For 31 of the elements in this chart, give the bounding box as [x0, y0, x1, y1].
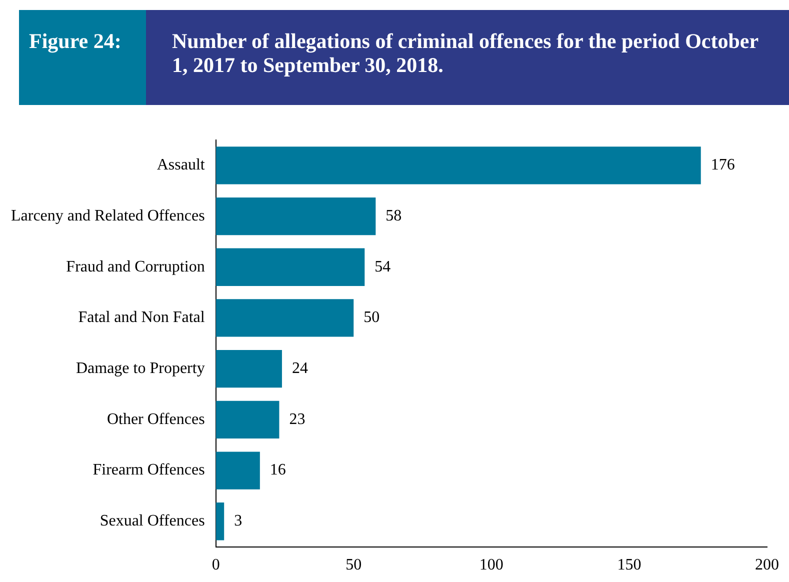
- y-tick-label: Firearm Offences: [92, 462, 205, 479]
- data-label: 50: [364, 309, 380, 326]
- data-label: 54: [374, 258, 391, 276]
- data-label: 58: [386, 207, 402, 224]
- bar: [216, 452, 260, 490]
- bar: [216, 197, 376, 236]
- data-label: 176: [710, 156, 735, 174]
- bar: [216, 350, 282, 388]
- chart-title: Number of allegations of criminal offences for the period October 1, 2017 to September 30, 2018.: [146, 10, 789, 105]
- y-tick-label: Fatal and Non Fatal: [78, 309, 206, 326]
- y-tick-label: Larceny and Related Offences: [11, 207, 205, 224]
- y-tick-label: Other Offences: [106, 410, 205, 428]
- bar: [216, 502, 224, 540]
- data-label: 23: [289, 410, 306, 428]
- y-tick-label: Sexual Offences: [100, 512, 205, 530]
- y-tick-label: Damage to Property: [76, 360, 205, 378]
- data-label: 24: [292, 360, 308, 378]
- y-tick-label: Fraud and Corruption: [66, 258, 205, 276]
- data-label: 3: [234, 512, 242, 530]
- y-tick-label: Assault: [156, 156, 206, 174]
- x-tick-label: 200: [755, 556, 779, 574]
- bar: [216, 299, 354, 337]
- x-tick-label: 150: [617, 556, 642, 574]
- x-tick-label: 0: [212, 556, 220, 574]
- bar: [216, 248, 365, 286]
- caption: Figure 24:: [19, 10, 146, 105]
- bar: [216, 400, 280, 438]
- x-tick-label: 100: [479, 556, 504, 574]
- bar: [216, 146, 701, 184]
- x-tick-label: 50: [346, 556, 362, 574]
- data-label: 16: [270, 462, 286, 479]
